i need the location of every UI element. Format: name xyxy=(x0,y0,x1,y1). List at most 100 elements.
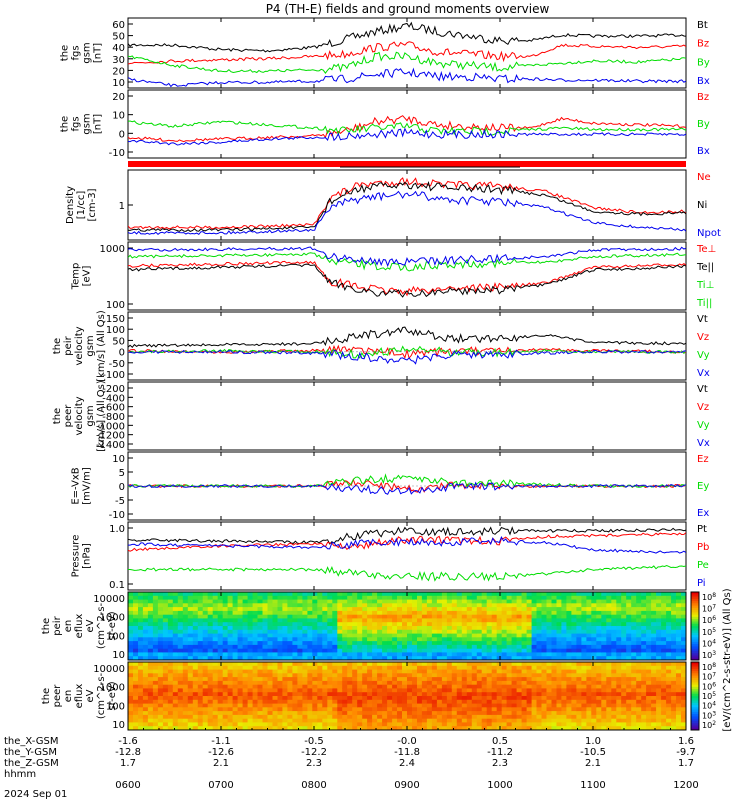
legend-Ti⊥: Ti⊥ xyxy=(696,280,714,291)
colorbar-segment xyxy=(691,693,699,697)
colorbar-segment xyxy=(691,700,699,704)
y-axis-label-line: [km/s] (All Qs) xyxy=(96,310,107,382)
panel-frame xyxy=(127,17,687,89)
y-axis-label-line: fgs xyxy=(71,116,82,131)
y-axis-label-line: en xyxy=(63,690,74,703)
x-row-value: -12.6 xyxy=(208,747,234,758)
colorbar-segment xyxy=(691,664,699,668)
colorbar-segment xyxy=(691,646,699,650)
series-Npot xyxy=(128,190,686,235)
y-tick-label: 100 xyxy=(106,325,125,336)
y-tick-label: 60 xyxy=(112,20,125,31)
y-axis-label: the peer velocity gsm [km/s] (All Qs) xyxy=(52,380,107,452)
colorbar-tick-label: 104 xyxy=(702,701,716,711)
colorbar-frame xyxy=(690,661,700,731)
y-tick-label: 10 xyxy=(112,111,125,122)
legend-Bx: Bx xyxy=(697,146,710,157)
y-axis-label-line: the xyxy=(52,408,63,424)
colorbar-segment xyxy=(691,666,699,670)
x-time-label: 1000 xyxy=(487,780,512,791)
y-axis-label-line: Temp xyxy=(71,263,82,291)
colorbar-segment xyxy=(691,632,699,636)
colorbar-segment xyxy=(691,702,699,706)
series-By xyxy=(128,120,686,136)
colorbar-tick-label: 108 xyxy=(702,592,716,602)
y-axis-label-line: gsm xyxy=(82,113,93,134)
x-row-label: the_Z-GSM xyxy=(4,758,59,769)
y-tick-label: -100 xyxy=(102,370,125,381)
x-row-value: -12.8 xyxy=(115,747,141,758)
y-axis-label: the peer en eflux eV (cm^2-s-sr-eV) xyxy=(41,672,118,719)
colorbar-tick-label: 103 xyxy=(702,650,716,660)
colorbar-segment xyxy=(691,714,699,717)
colorbar-segment xyxy=(691,610,699,613)
y-tick-label: 10000 xyxy=(93,664,125,675)
colorbar-segment xyxy=(691,707,699,711)
x-time-label: 1200 xyxy=(673,780,698,791)
colorbar-tick-label: 107 xyxy=(702,672,716,682)
y-axis-label-line: peer xyxy=(63,404,74,428)
y-axis-label-line: eV xyxy=(85,689,96,702)
y-axis-label-line: velocity xyxy=(74,326,85,365)
series-Bx xyxy=(128,127,686,146)
colorbar-segment xyxy=(691,614,699,618)
x-row-value: 1.7 xyxy=(120,758,136,769)
x-row-value: -11.2 xyxy=(487,747,513,758)
legend-By: By xyxy=(697,119,710,130)
y-axis-label-line: [nT] xyxy=(93,114,104,134)
y-axis-label: Pressure [nPa] xyxy=(71,535,93,578)
x-row-value: -0.5 xyxy=(304,736,324,747)
colorbar-segment xyxy=(691,677,699,681)
y-axis-label-line: sr-eV) xyxy=(107,611,118,640)
colorbar-exponent: 7 xyxy=(712,672,716,679)
legend-Pe: Pe xyxy=(697,560,709,571)
colorbar-segment xyxy=(691,621,699,625)
colorbar-segment xyxy=(691,662,699,665)
colorbar-tick-label: 103 xyxy=(702,710,716,720)
x-row-label: the_Y-GSM xyxy=(4,747,57,758)
y-tick-label: 1.0 xyxy=(109,524,125,535)
x-time-label: 1100 xyxy=(580,780,605,791)
y-tick-label: 0.1 xyxy=(109,580,125,591)
legend-Ti||: Ti|| xyxy=(696,298,712,309)
x-time-label: 0800 xyxy=(301,780,326,791)
y-axis-label-line: [cm-3] xyxy=(87,188,98,221)
legend-Pb: Pb xyxy=(697,542,709,553)
colorbar-exponent: 3 xyxy=(712,710,716,717)
y-axis-label-line: (cm^2-s- xyxy=(96,672,107,719)
colorbar-unit-label: [eV/(cm^2-s-str-eV)] (All Qs) xyxy=(722,588,733,731)
y-axis-label: the peir en eflux eV (cm^2-s-sr-eV) xyxy=(41,602,118,649)
colorbar-segment xyxy=(691,709,699,713)
y-axis-label-line: sr-eV) xyxy=(107,681,118,710)
series-By xyxy=(128,51,686,74)
x-row-value: 2.1 xyxy=(585,758,601,769)
y-tick-label: -800 xyxy=(102,412,125,423)
colorbar-exponent: 8 xyxy=(712,592,716,599)
colorbar-segment xyxy=(691,711,699,715)
colorbar-exponent: 5 xyxy=(712,691,716,698)
colorbar-segment xyxy=(691,723,699,726)
colorbar-segment xyxy=(691,630,699,634)
legend-Vx: Vx xyxy=(697,438,710,449)
y-tick-label: -400 xyxy=(102,393,125,404)
colorbar-segment xyxy=(691,650,699,654)
colorbar-frame xyxy=(690,591,700,661)
colorbar-segment xyxy=(691,598,699,602)
colorbar-segment xyxy=(691,639,699,643)
y-tick-label: -50 xyxy=(109,359,125,370)
series-group-fgs-gsm xyxy=(128,115,686,146)
legend-Vy: Vy xyxy=(697,420,710,431)
y-axis-label-line: the xyxy=(41,688,52,704)
series-group-efield xyxy=(128,473,686,495)
y-axis-label-line: peer xyxy=(52,684,63,708)
y-axis-label-line: the xyxy=(52,338,63,354)
colorbar-exponent: 3 xyxy=(712,650,716,657)
x-row-value: 1.7 xyxy=(678,758,694,769)
series-Bz xyxy=(128,41,686,65)
series-Te⊥ xyxy=(128,260,686,297)
colorbar-segment xyxy=(691,607,699,611)
colorbar-segment xyxy=(691,641,699,645)
colorbar-exponent: 6 xyxy=(712,615,716,622)
